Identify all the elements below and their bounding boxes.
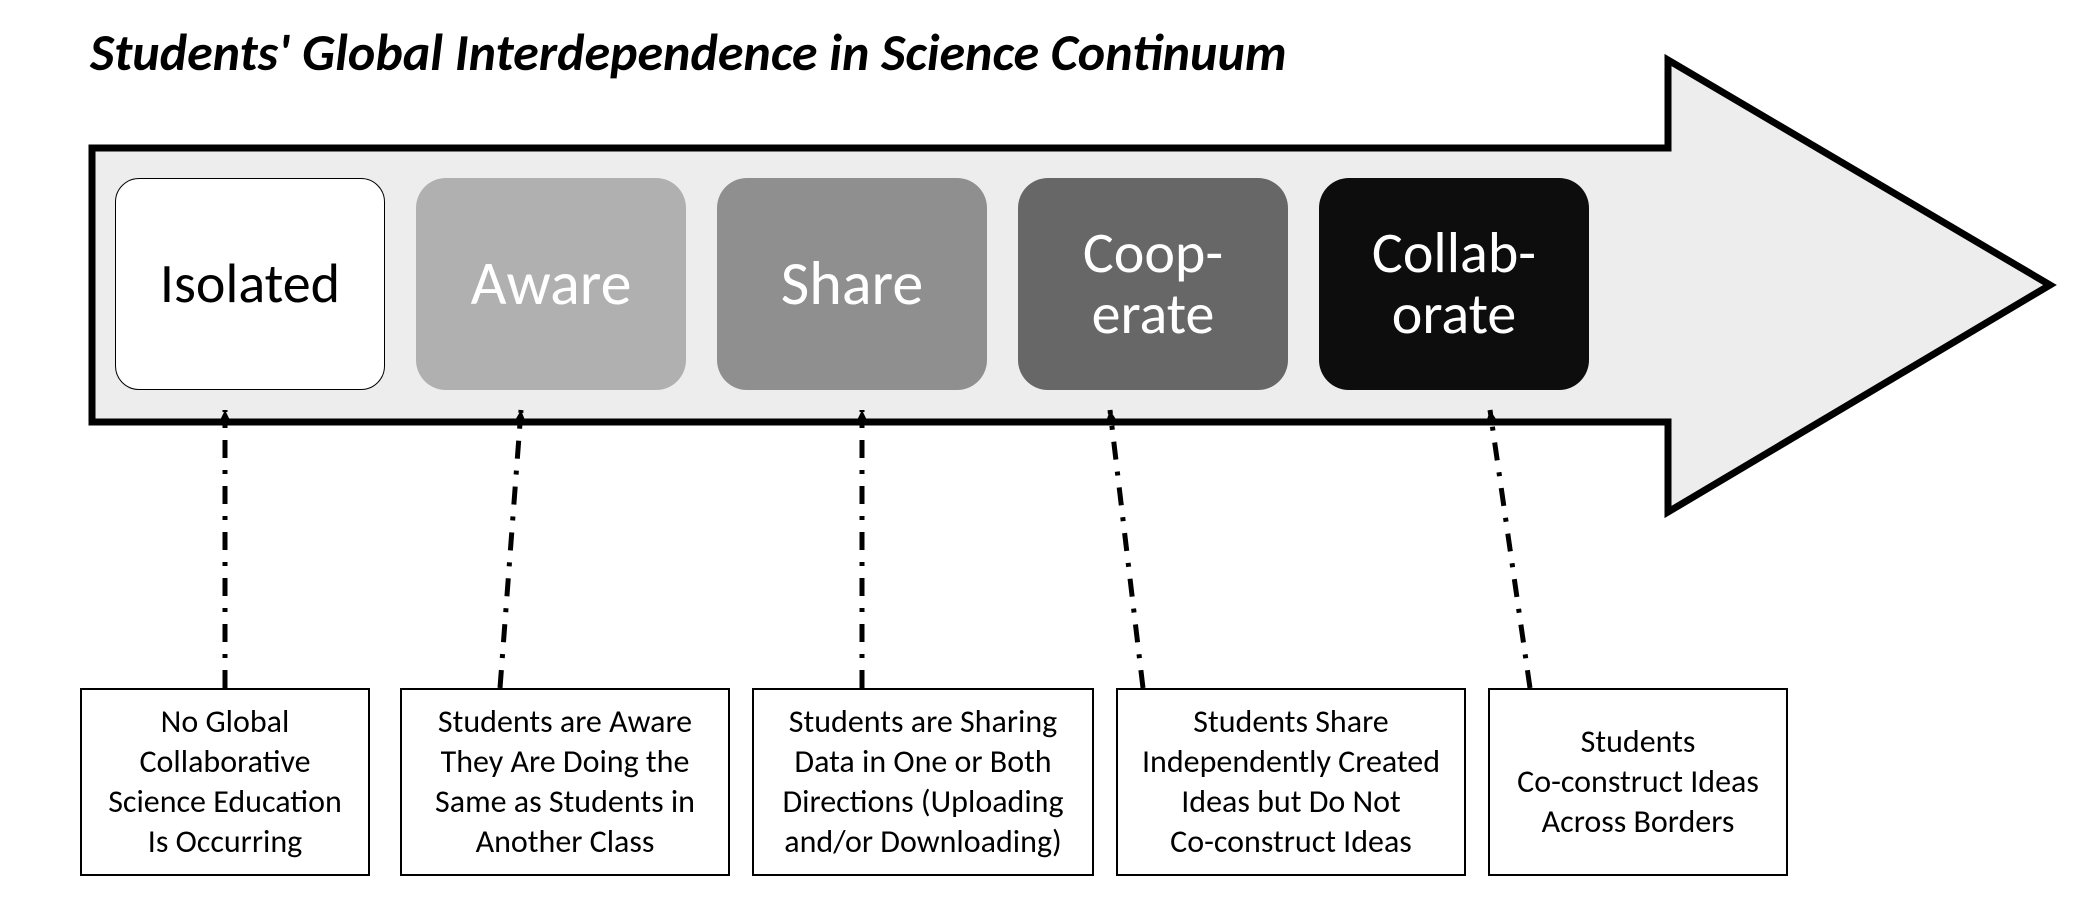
leader-arrowhead-2 <box>857 410 867 421</box>
leader-arrowhead-0 <box>220 410 230 421</box>
leader-arrowhead-1 <box>515 410 525 421</box>
leader-line-1 <box>500 410 521 688</box>
callout-box-2: Students are Sharing Data in One or Both… <box>752 688 1094 876</box>
callout-box-0: No Global Collaborative Science Educatio… <box>80 688 370 876</box>
leader-line-4 <box>1490 410 1530 688</box>
callout-box-3: Students Share Independently Created Ide… <box>1116 688 1466 876</box>
callout-box-1: Students are Aware They Are Doing the Sa… <box>400 688 730 876</box>
callout-box-4: Students Co-construct Ideas Across Borde… <box>1488 688 1788 876</box>
diagram-canvas: Students' Global Interdependence in Scie… <box>0 0 2073 923</box>
leader-line-3 <box>1110 410 1143 688</box>
